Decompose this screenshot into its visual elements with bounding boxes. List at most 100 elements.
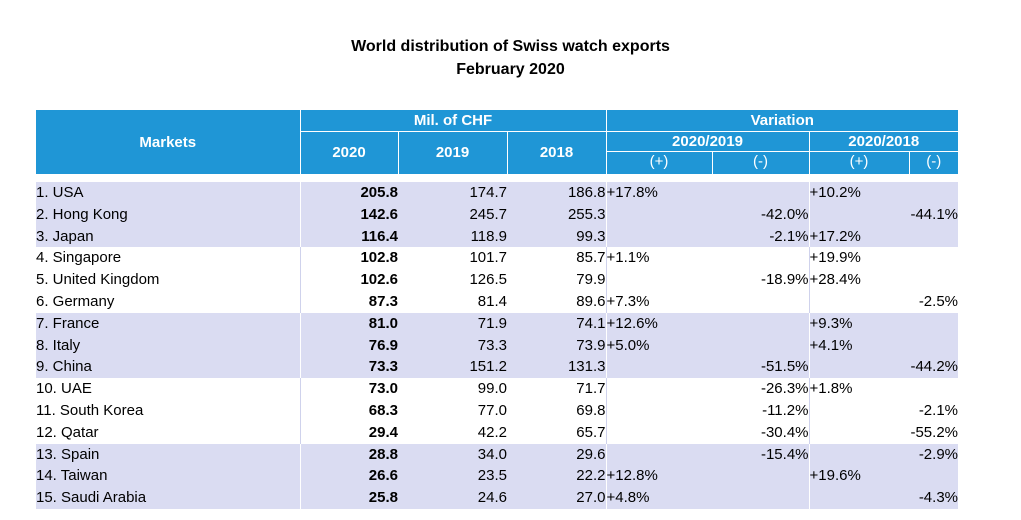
table-row: 8. Italy 76.9 73.3 73.9 +5.0% +4.1% — [36, 334, 958, 357]
variation-2019-plus — [605, 225, 712, 248]
table-row: 13. Spain 28.8 34.0 29.6 -15.4% -2.9% — [36, 443, 958, 466]
market-name: 12. Qatar — [36, 423, 99, 441]
market-name: 5. United Kingdom — [36, 271, 160, 289]
mil-chf-header: Mil. of CHF — [299, 110, 606, 132]
variation-2018-plus: +19.6% — [808, 465, 909, 488]
table-row: 5. United Kingdom 102.6 126.5 79.9 -18.9% +28… — [36, 269, 958, 291]
value-2018: 65.7 — [576, 423, 606, 441]
variation-2018-plus: +28.4% — [808, 269, 909, 291]
value-2019: 126.5 — [469, 271, 507, 289]
table-row: 14. Taiwan 26.6 23.5 22.2 +12.8% +19.6% — [36, 465, 958, 488]
table-row: 9. China 73.3 151.2 131.3 -51.5% -44.2% — [36, 356, 958, 379]
variation-2019-minus: -11.2% — [762, 401, 809, 419]
market-name: 4. Singapore — [36, 249, 122, 267]
value-2020: 25.8 — [299, 487, 398, 509]
variation-header: Variation — [605, 110, 958, 132]
value-2018: 71.7 — [576, 380, 606, 398]
variation-2019-minus: -15.4% — [712, 443, 809, 466]
variation-2018-minus: -44.2% — [909, 356, 958, 379]
year-2019-header: 2019 — [397, 131, 507, 174]
value-2019: 101.7 — [469, 249, 507, 267]
variation-2018-minus: -55.2% — [910, 423, 958, 441]
variation-2019-minus — [712, 312, 809, 335]
table-row: 6. Germany 87.3 81.4 89.6 +7.3% -2.5% — [36, 290, 958, 313]
variation-2018-plus — [808, 487, 909, 509]
variation-2019-minus — [712, 247, 809, 269]
value-2018: 73.9 — [507, 334, 606, 357]
variation-2018-minus: -4.3% — [909, 487, 958, 509]
variation-2018-plus — [808, 356, 909, 379]
variation-2018-minus: -2.9% — [909, 443, 958, 466]
variation-2019-plus — [605, 356, 712, 379]
variation-2019-plus — [605, 399, 712, 422]
market-name: 2. Hong Kong — [36, 203, 300, 226]
value-2019: 118.9 — [398, 225, 507, 248]
variation-2019-minus — [712, 487, 809, 509]
value-2018: 89.6 — [576, 292, 606, 310]
variation-2019-minus: -18.9% — [760, 271, 809, 289]
markets-header: Markets — [36, 110, 300, 174]
market-name: 10. UAE — [36, 380, 92, 398]
value-2020: 76.9 — [299, 334, 398, 357]
year-2018-header: 2018 — [506, 131, 606, 174]
variation-2019-minus: -42.0% — [712, 203, 809, 226]
variation-2019-plus: +17.8% — [605, 182, 712, 204]
variation-2018-plus: +9.3% — [808, 312, 909, 335]
variation-2019-minus — [712, 334, 809, 357]
value-2020: 73.3 — [299, 356, 398, 379]
variation-2018-minus — [909, 334, 958, 357]
value-2018: 27.0 — [507, 487, 606, 509]
table-row: 7. France 81.0 71.9 74.1 +12.6% +9.3% — [36, 312, 958, 335]
variation-2019-plus — [605, 203, 712, 226]
value-2019: 77.0 — [477, 401, 507, 419]
variation-2018-minus — [909, 378, 958, 400]
variation-2018-plus — [808, 290, 909, 313]
variation-2018-plus — [808, 203, 909, 226]
minus-header: (-) — [908, 151, 958, 171]
value-2018: 85.7 — [576, 249, 606, 267]
table-body: 1. USA 205.8 174.7 186.8 +17.8% +10.2% 2. Hong… — [36, 182, 958, 509]
table-row: 4. Singapore 102.8 101.7 85.7 +1.1% +19.9% — [36, 247, 958, 270]
variation-2018-plus — [808, 443, 909, 466]
value-2020: 28.8 — [299, 443, 398, 466]
variation-2018-minus — [909, 269, 958, 291]
value-2020: 87.3 — [299, 290, 398, 313]
variation-2018-header: 2020/2018 — [808, 131, 958, 152]
value-2020: 29.4 — [299, 421, 398, 444]
value-2018: 186.8 — [507, 182, 606, 204]
variation-2019-plus: +12.8% — [605, 465, 712, 488]
market-name: 8. Italy — [36, 334, 300, 357]
value-2019: 174.7 — [398, 182, 507, 204]
market-name: 9. China — [36, 356, 300, 379]
market-name: 11. South Korea — [36, 401, 144, 419]
plus-header: (+) — [808, 151, 909, 171]
variation-2018-minus: -2.1% — [918, 401, 958, 419]
variation-2019-plus — [605, 269, 712, 291]
table-row: 12. Qatar 29.4 42.2 65.7 -30.4% -55.2% — [36, 421, 958, 444]
variation-2019-minus — [712, 182, 809, 204]
variation-2018-minus — [909, 312, 958, 335]
variation-2018-minus — [909, 225, 958, 248]
plus-header: (+) — [605, 151, 712, 171]
value-2020: 102.6 — [299, 269, 398, 291]
table-row: 2. Hong Kong 142.6 245.7 255.3 -42.0% -44.1% — [36, 203, 958, 226]
variation-2019-plus — [605, 443, 712, 466]
value-2019: 42.2 — [477, 423, 507, 441]
market-name: 7. France — [36, 312, 300, 335]
value-2018: 69.8 — [576, 401, 606, 419]
value-2020: 73.0 — [299, 378, 398, 400]
value-2020: 116.4 — [299, 225, 398, 248]
value-2019: 34.0 — [398, 443, 507, 466]
variation-2018-minus — [909, 247, 958, 269]
value-2018: 131.3 — [507, 356, 606, 379]
variation-2018-plus: +17.2% — [808, 225, 909, 248]
table-row: 15. Saudi Arabia 25.8 24.6 27.0 +4.8% -4.3% — [36, 487, 958, 509]
value-2019: 73.3 — [398, 334, 507, 357]
market-name: 6. Germany — [36, 292, 115, 310]
value-2020: 68.3 — [299, 399, 398, 422]
market-name: 15. Saudi Arabia — [36, 487, 300, 509]
page-subtitle: February 2020 — [456, 61, 565, 78]
variation-2018-plus — [808, 421, 909, 444]
value-2019: 71.9 — [398, 312, 507, 335]
market-name: 1. USA — [36, 182, 300, 204]
